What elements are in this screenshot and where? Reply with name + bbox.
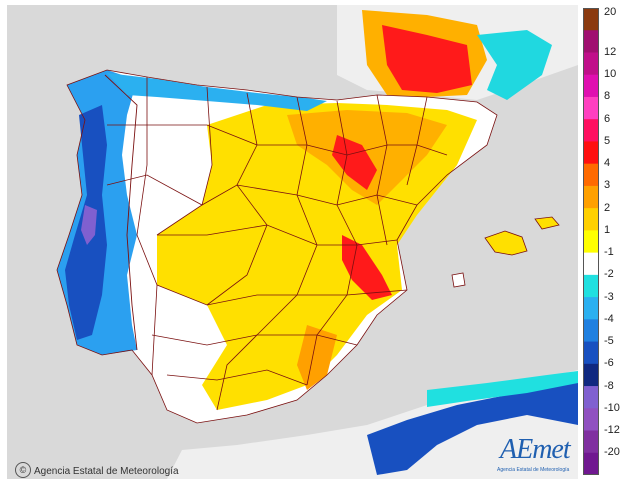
colorbar-swatch bbox=[583, 30, 599, 53]
colorbar-swatch bbox=[583, 230, 599, 254]
cold-zone-africa-edge bbox=[427, 371, 578, 407]
colorbar-swatch bbox=[583, 119, 599, 142]
colorbar-swatch bbox=[583, 297, 599, 320]
colorbar-label: 10 bbox=[604, 68, 617, 81]
colorbar-swatch bbox=[583, 185, 599, 209]
colorbar-swatch bbox=[583, 141, 599, 165]
credit-text: Agencia Estatal de Meteorología bbox=[34, 466, 179, 477]
cold-zone-north bbox=[107, 73, 327, 111]
cold-zone-africa bbox=[367, 380, 578, 475]
portugal-border bbox=[104, 74, 138, 351]
colorbar-label: -12 bbox=[604, 424, 620, 437]
colorbar-label: 6 bbox=[604, 112, 611, 125]
colorbar-swatch bbox=[583, 341, 599, 365]
colorbar-label: -5 bbox=[604, 335, 614, 348]
colorbar-label: -3 bbox=[604, 290, 614, 303]
colorbar-swatch bbox=[583, 386, 599, 409]
colorbar-label: -20 bbox=[604, 446, 620, 459]
hot-zone-valencia bbox=[342, 235, 392, 300]
hot-zone-ebro bbox=[332, 135, 377, 190]
colorbar-swatch bbox=[583, 96, 599, 120]
colorbar-swatch bbox=[583, 74, 599, 98]
colorbar-swatch bbox=[583, 163, 599, 187]
aemet-logo-subtitle: Agencia Estatal de Meteorología bbox=[497, 467, 570, 473]
colorbar-label: -10 bbox=[604, 401, 620, 414]
colorbar-swatch bbox=[583, 319, 599, 343]
cold-zone-west-deep bbox=[81, 205, 97, 245]
colorbar-swatch bbox=[583, 274, 599, 298]
colorbar-swatch bbox=[583, 430, 599, 454]
colorbar-label: -4 bbox=[604, 312, 614, 325]
colorbar-label: 4 bbox=[604, 157, 611, 170]
colorbar-swatch bbox=[583, 408, 599, 432]
warm-zone-south bbox=[297, 325, 337, 390]
colorbar-label: 5 bbox=[604, 134, 611, 147]
colorbar-label: -6 bbox=[604, 357, 614, 370]
balearic-ibiza bbox=[451, 272, 466, 288]
colorbar-frame bbox=[583, 8, 599, 475]
province-borders bbox=[56, 69, 498, 424]
colorbar-label: 2 bbox=[604, 201, 611, 214]
colorbar-label: 20 bbox=[604, 6, 617, 18]
colorbar-swatch bbox=[583, 363, 599, 387]
colorbar-label: 1 bbox=[604, 223, 611, 236]
colorbar-swatch bbox=[583, 252, 599, 276]
colorbar-label: -1 bbox=[604, 246, 614, 259]
anomaly-map bbox=[7, 5, 578, 479]
balearic-mallorca bbox=[484, 230, 528, 256]
colorbar-swatch bbox=[583, 8, 599, 31]
colorbar-label: 8 bbox=[604, 90, 611, 103]
colorbar bbox=[583, 8, 599, 475]
balearic-menorca bbox=[534, 216, 560, 230]
copyright-icon: © bbox=[15, 462, 31, 478]
colorbar-swatch bbox=[583, 208, 599, 231]
colorbar-label: 3 bbox=[604, 179, 611, 192]
colorbar-label: -2 bbox=[604, 268, 614, 281]
colorbar-swatch bbox=[583, 452, 599, 475]
colorbar-label: 12 bbox=[604, 45, 617, 58]
hot-zone-france-core bbox=[382, 25, 472, 93]
cold-zone-catalonia bbox=[477, 30, 552, 100]
colorbar-swatch bbox=[583, 52, 599, 76]
aemet-logo: AEmet bbox=[500, 434, 571, 465]
colorbar-label: -8 bbox=[604, 379, 614, 392]
